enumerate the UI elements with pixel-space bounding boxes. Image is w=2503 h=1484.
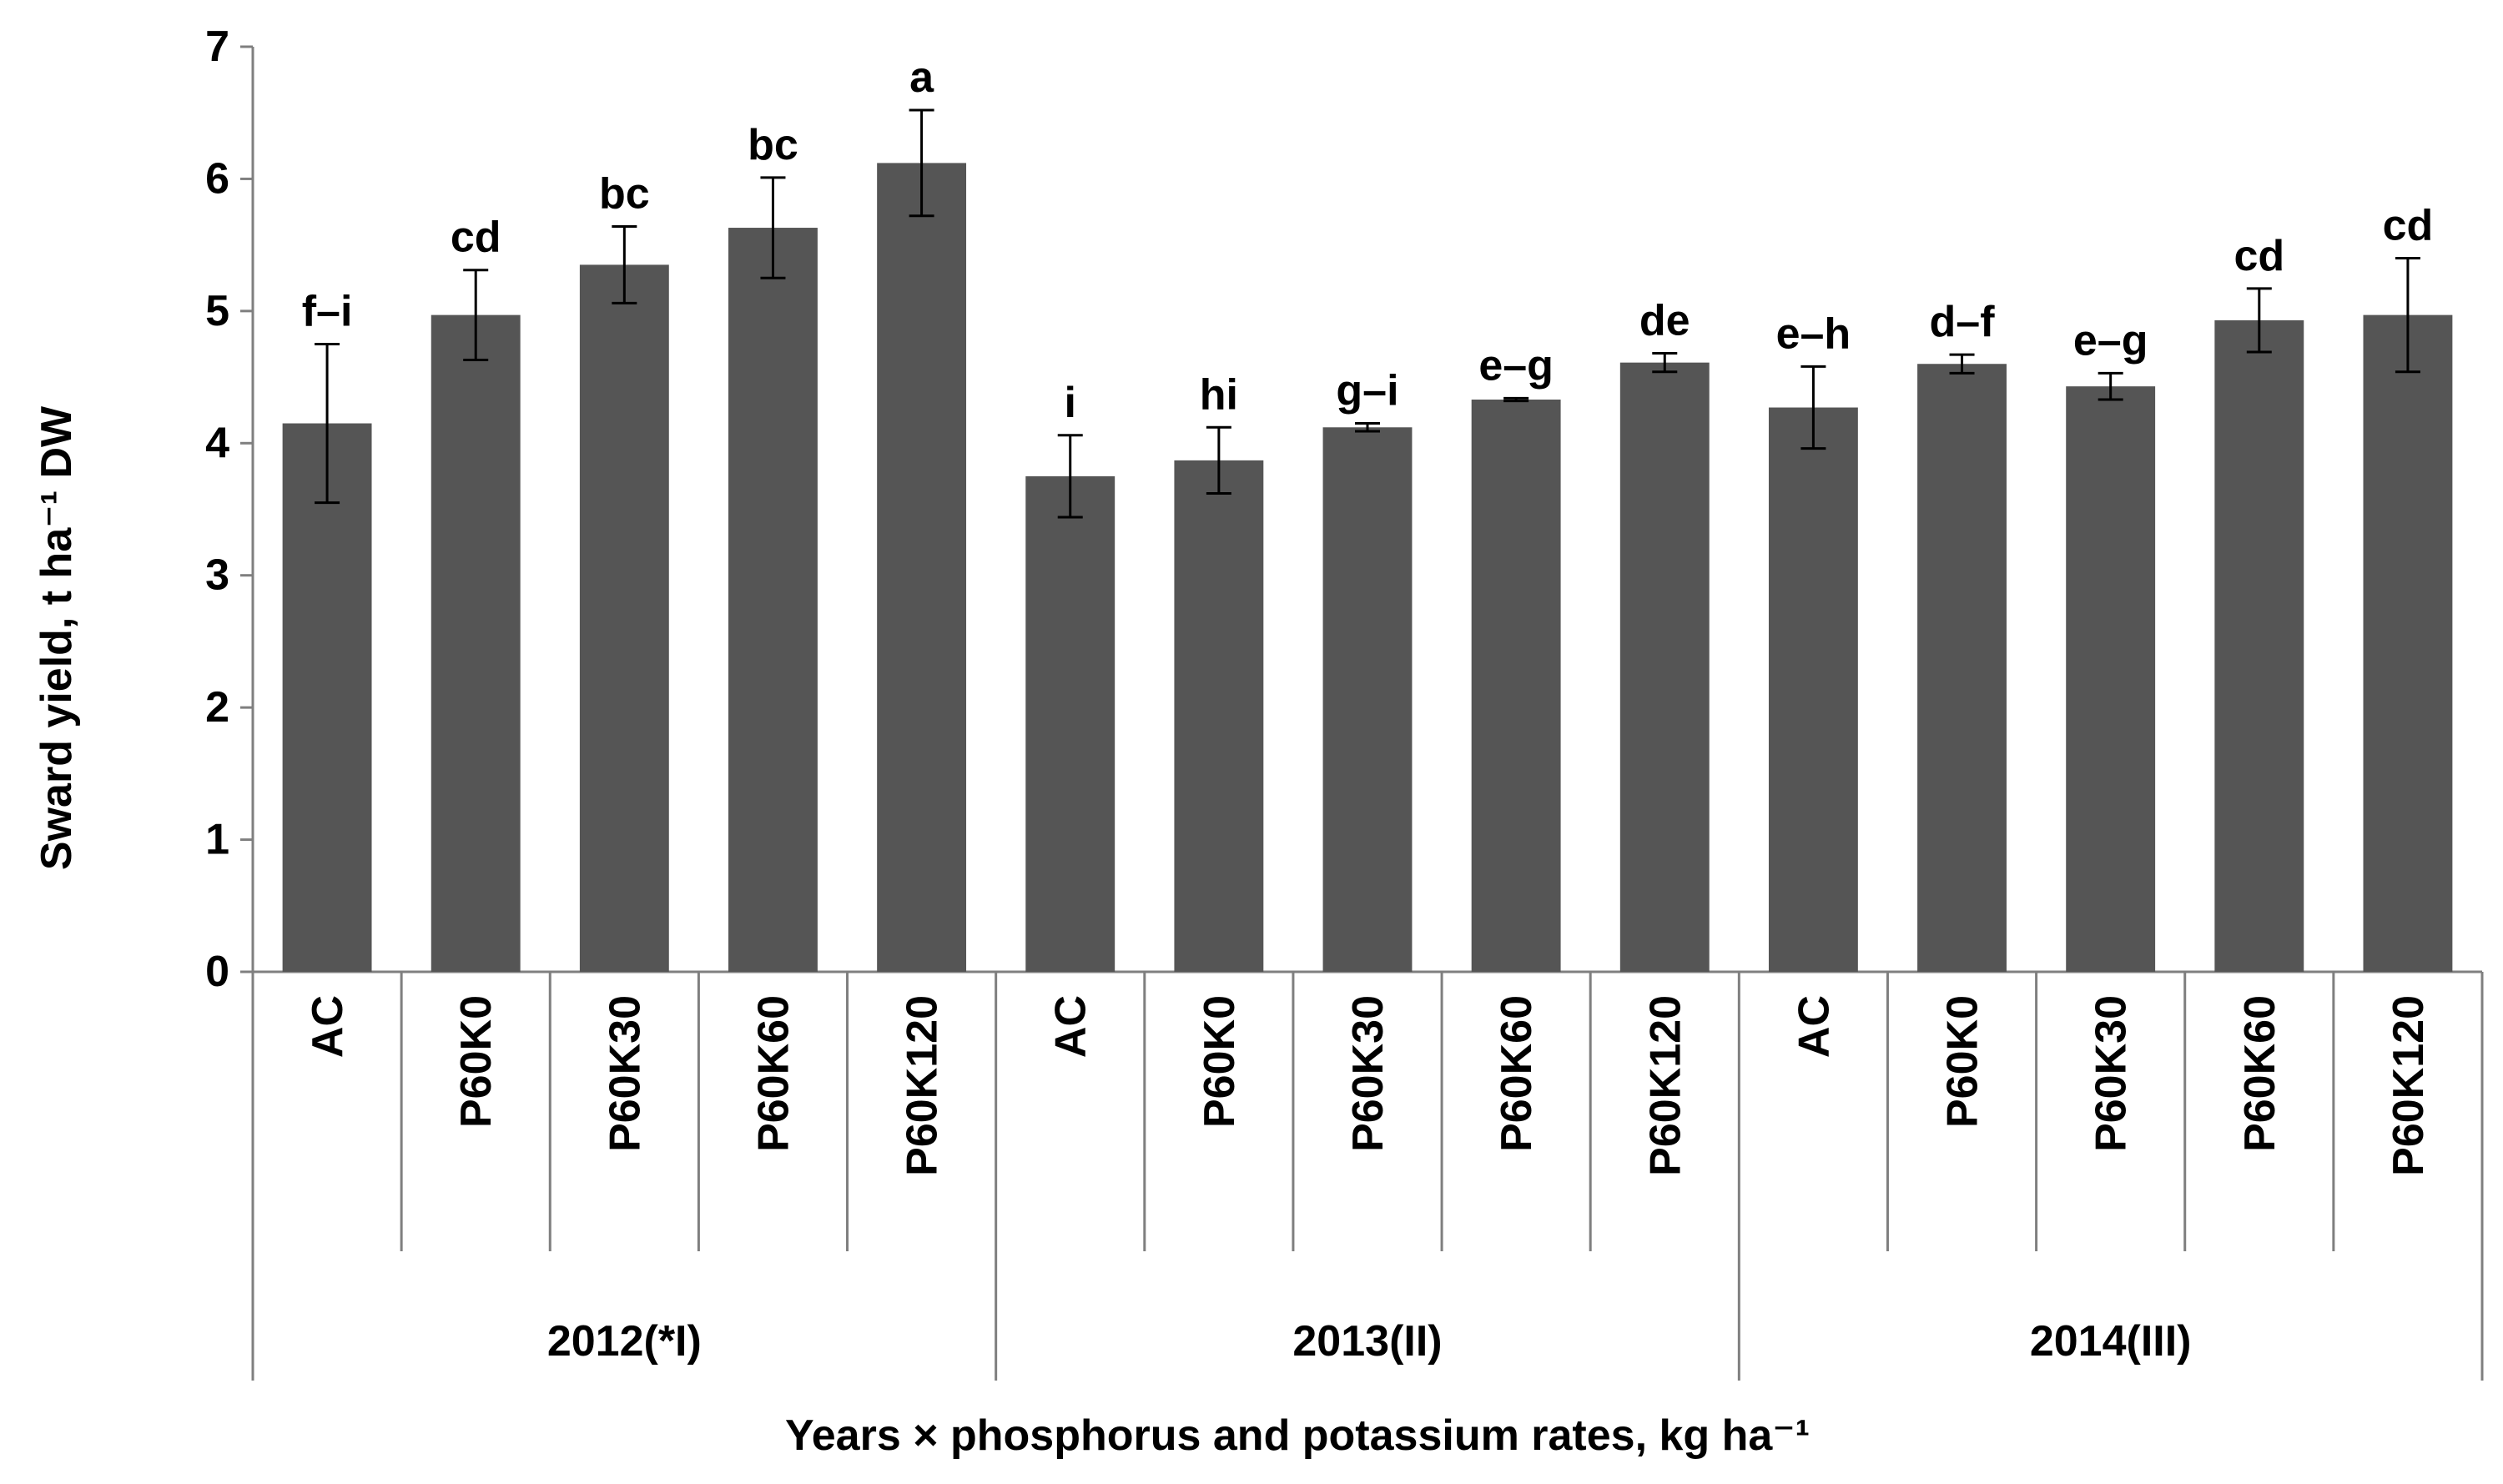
x-tick-label: P60K120 [2385,995,2433,1176]
significance-letter: g–i [1336,367,1398,415]
x-tick-label: P60K120 [1641,995,1690,1176]
x-tick-label: P60K30 [601,995,649,1152]
bar [1025,475,1116,972]
y-tick-label: 2 [205,683,229,732]
significance-letter: cd [451,214,501,262]
bar [2363,314,2453,972]
x-tick-label: P60K120 [899,995,947,1176]
significance-letter: d–f [1930,298,1996,346]
significance-letter: e–h [1776,309,1851,358]
significance-letter: bc [599,169,650,218]
significance-letter: e–g [2073,316,2148,365]
x-axis-title: Years × phosphorus and potassium rates, … [785,1411,1810,1460]
x-tick-label: P60K0 [1196,995,1244,1128]
bar [1619,362,1710,972]
group-label: 2013(II) [1292,1317,1442,1366]
bar [877,163,967,973]
significance-letter: i [1065,379,1076,427]
y-tick-label: 5 [205,287,229,335]
bar [431,314,521,972]
bar [1322,427,1413,972]
y-tick-label: 4 [205,419,229,467]
y-tick-label: 6 [205,154,229,203]
x-tick-label: P60K60 [1493,995,1541,1152]
y-tick-label: 1 [205,816,229,864]
x-tick-label: P60K30 [1344,995,1393,1152]
significance-letter: a [909,53,934,102]
x-tick-label: P60K0 [1939,995,1987,1128]
bar [728,228,818,973]
x-tick-label: P60K0 [452,995,501,1128]
y-tick-label: 3 [205,551,229,600]
significance-letter: bc [748,121,798,169]
x-tick-label: P60K60 [749,995,798,1152]
group-label: 2012(*I) [547,1317,702,1366]
bar [579,264,669,973]
significance-letter: de [1639,297,1690,345]
bar [1768,407,1858,972]
bar [1471,400,1561,972]
significance-letter: cd [2383,201,2434,249]
bar [1917,364,2007,972]
bar [2214,319,2304,972]
y-tick-label: 0 [205,948,229,996]
bar [282,423,372,972]
group-label: 2014(III) [2030,1317,2192,1366]
y-axis-title: Sward yield, t ha⁻¹ DW [33,405,81,870]
x-tick-label: AC [304,995,352,1058]
bar [1174,460,1264,972]
bar [2066,386,2156,972]
x-tick-label: AC [1047,995,1095,1058]
significance-letter: f–i [302,287,353,335]
x-tick-label: AC [1790,995,1838,1058]
x-tick-label: P60K30 [2088,995,2136,1152]
significance-letter: hi [1200,370,1238,419]
significance-letter: e–g [1478,341,1554,390]
significance-letter: cd [2234,232,2284,280]
y-tick-label: 7 [205,23,229,71]
x-tick-label: P60K60 [2236,995,2284,1152]
